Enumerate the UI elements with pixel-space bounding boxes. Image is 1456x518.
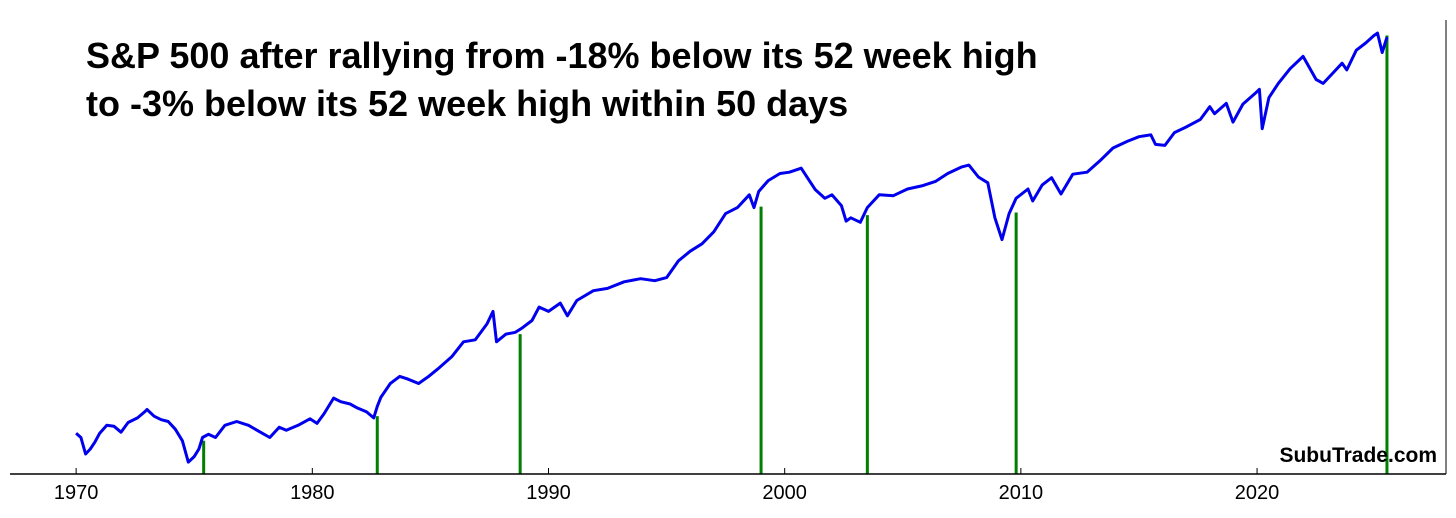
x-tick-label: 2020 <box>1235 482 1280 504</box>
series-line <box>75 31 1389 464</box>
x-tick-label: 1980 <box>290 482 335 504</box>
chart-title-line-1: S&P 500 after rallying from -18% below i… <box>86 35 1038 76</box>
x-tick-label: 1970 <box>54 482 99 504</box>
watermark: SubuTrade.com <box>1279 444 1437 467</box>
event-lines <box>202 35 1389 474</box>
x-tick-label: 1990 <box>526 482 571 504</box>
x-tick-label: 2000 <box>762 482 807 504</box>
x-axis: 1970 1980 1990 2000 2010 2020 <box>54 468 1279 504</box>
series-layer <box>75 31 1389 464</box>
chart-title-line-2: to -3% below its 52 week high within 50 … <box>86 83 848 124</box>
x-tick-label: 2010 <box>999 482 1044 504</box>
